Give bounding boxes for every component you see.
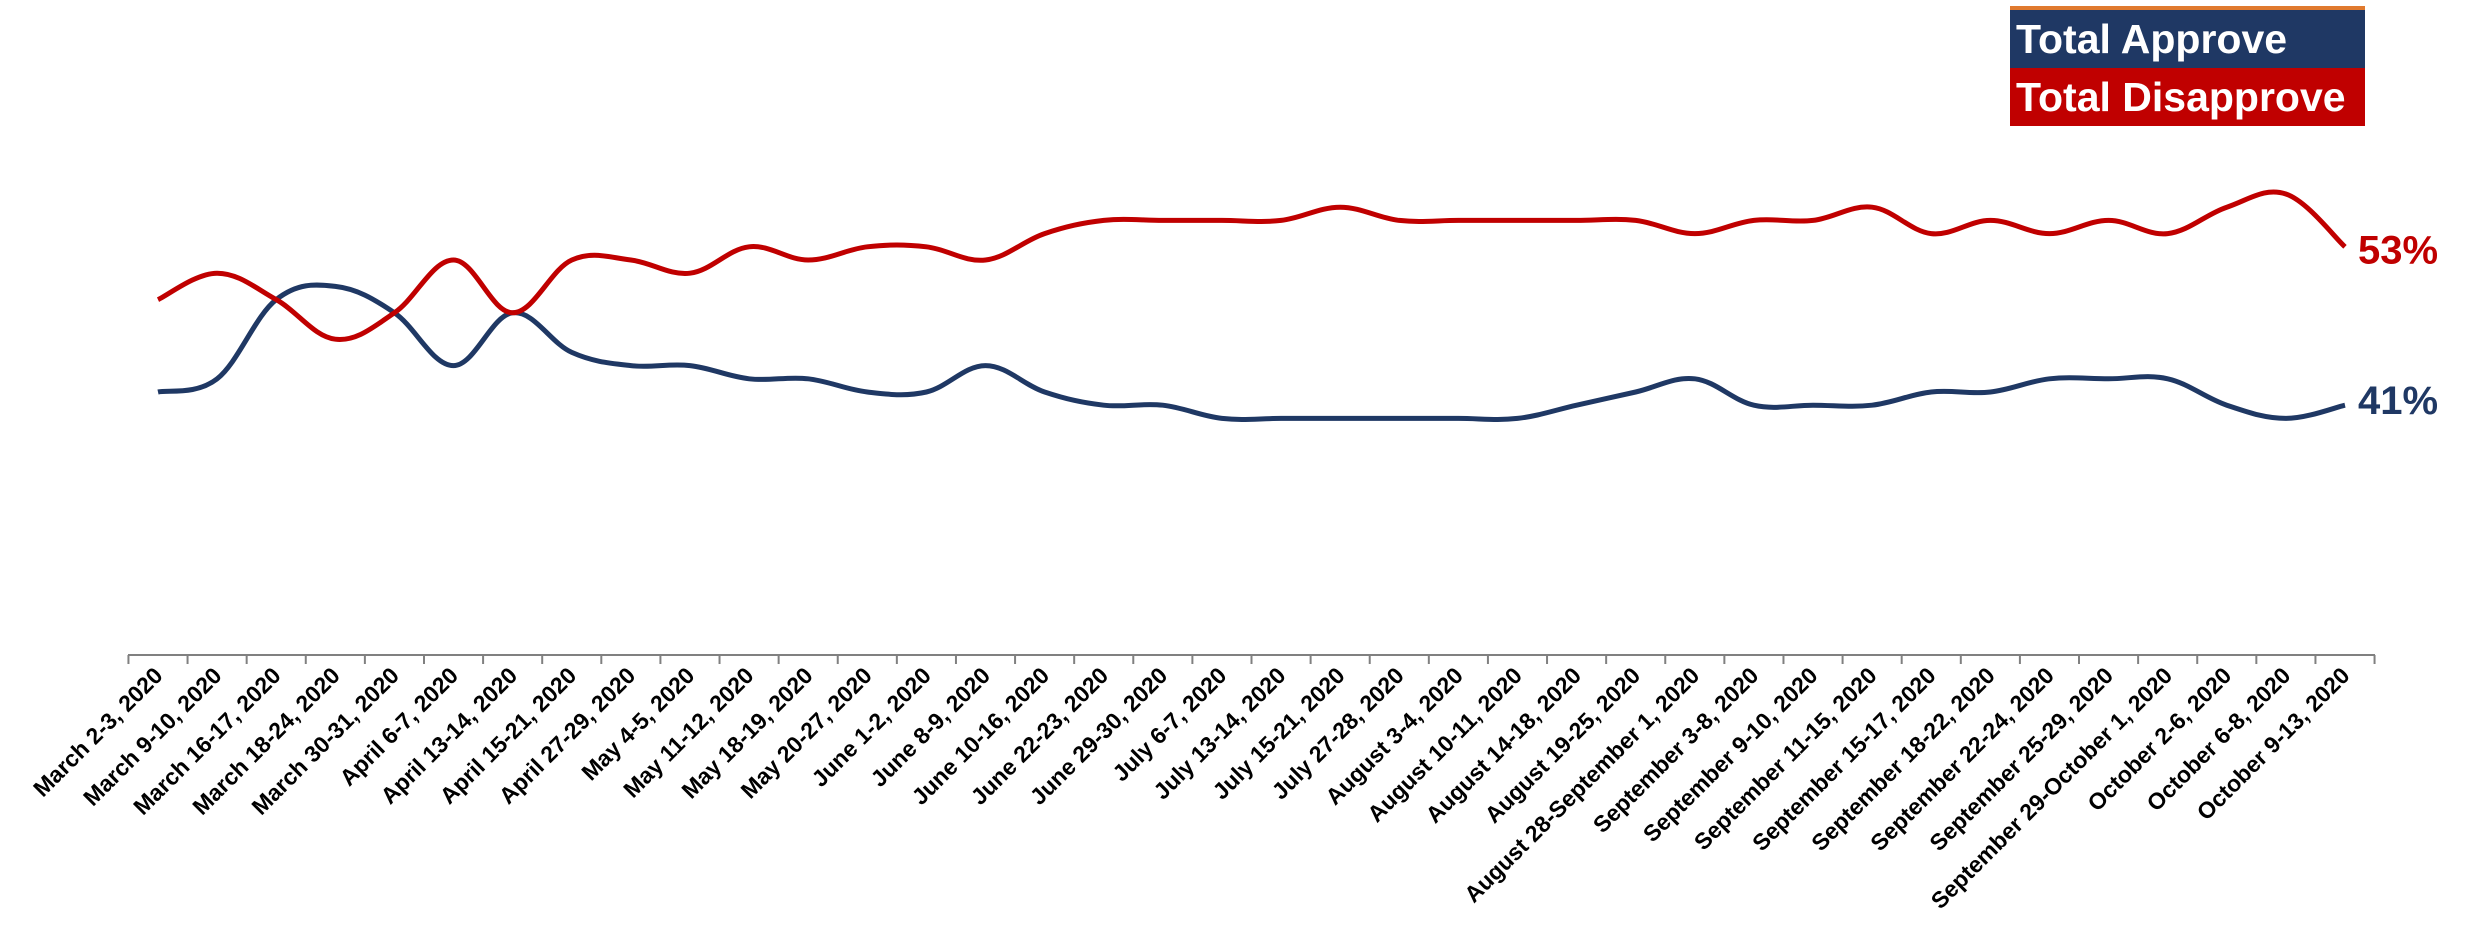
- approve-series-line: [157, 282, 2346, 422]
- x-axis: [127, 654, 2376, 664]
- legend-approve: Total Approve: [2010, 6, 2365, 68]
- approve-end-label: 41%: [2358, 379, 2438, 423]
- legend: Total Approve Total Disapprove: [2010, 6, 2365, 126]
- series-lines: [156, 189, 2347, 422]
- legend-disapprove: Total Disapprove: [2010, 68, 2365, 126]
- end-labels: 41% 53%: [2358, 228, 2438, 422]
- disapprove-series-line: [156, 189, 2347, 342]
- disapprove-end-label: 53%: [2358, 228, 2438, 272]
